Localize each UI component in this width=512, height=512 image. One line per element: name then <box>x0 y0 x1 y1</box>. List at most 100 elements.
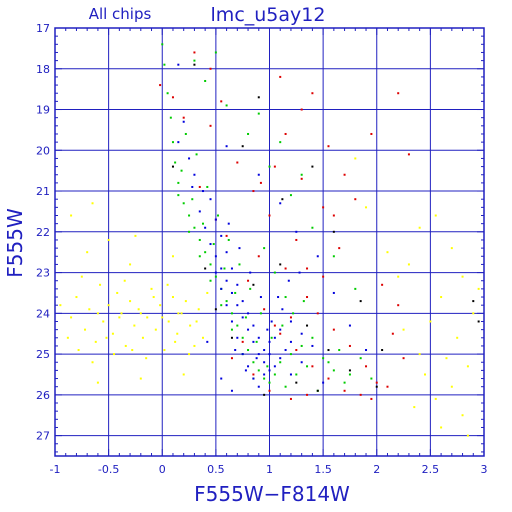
data-point <box>193 226 196 229</box>
data-point <box>266 328 269 331</box>
data-point <box>263 393 266 396</box>
data-point <box>273 324 276 327</box>
data-point <box>180 312 183 315</box>
data-point <box>365 349 368 352</box>
data-point <box>139 312 142 315</box>
data-point <box>107 238 110 241</box>
data-point <box>241 145 244 148</box>
data-point <box>247 328 250 331</box>
data-point <box>445 357 448 360</box>
data-point <box>236 283 239 286</box>
data-point <box>434 214 437 217</box>
data-point <box>279 202 282 205</box>
data-point <box>332 214 335 217</box>
data-point <box>88 308 91 311</box>
data-point <box>300 332 303 335</box>
y-tick-label: 17 <box>36 22 50 35</box>
data-point <box>91 202 94 205</box>
data-point <box>191 185 194 188</box>
data-point <box>118 316 121 319</box>
data-point <box>220 234 223 237</box>
data-point <box>204 267 207 270</box>
data-point <box>204 226 207 229</box>
y-tick-label: 26 <box>36 389 50 402</box>
data-point <box>273 336 276 339</box>
data-point <box>188 353 191 356</box>
y-tick-label: 18 <box>36 63 50 76</box>
data-point <box>249 287 252 290</box>
data-point <box>124 344 127 347</box>
data-point <box>407 153 410 156</box>
data-point <box>99 283 102 286</box>
data-point <box>225 145 228 148</box>
x-tick-label: 1 <box>266 463 273 476</box>
data-point <box>252 283 255 286</box>
data-point <box>257 369 260 372</box>
data-point <box>332 230 335 233</box>
data-point <box>236 161 239 164</box>
data-point <box>230 336 233 339</box>
data-point <box>257 336 260 339</box>
data-point <box>180 169 183 172</box>
data-point <box>300 177 303 180</box>
data-point <box>332 369 335 372</box>
data-point <box>129 263 132 266</box>
data-point <box>386 251 389 254</box>
data-point <box>209 198 212 201</box>
data-point <box>257 173 260 176</box>
data-point <box>146 316 149 319</box>
data-point <box>252 373 255 376</box>
data-point <box>193 59 196 62</box>
data-point <box>176 332 179 335</box>
axis-ticks: -1 -0.5 0 0.5 1 1.5 2 2.5 3 17 18 19 20 21 22 23 24 25 26 2… <box>36 22 488 476</box>
data-point <box>255 340 258 343</box>
data-point <box>220 304 223 307</box>
data-point <box>289 373 292 376</box>
data-point <box>188 230 191 233</box>
data-point <box>167 320 170 323</box>
data-point <box>220 100 223 103</box>
data-point <box>370 377 373 380</box>
data-point <box>197 308 200 311</box>
data-point <box>402 357 405 360</box>
data-point <box>279 332 282 335</box>
data-point <box>230 312 233 315</box>
data-point <box>327 377 330 380</box>
data-point <box>230 267 233 270</box>
data-point <box>161 316 164 319</box>
data-point <box>202 222 205 225</box>
data-point <box>279 263 282 266</box>
data-point <box>359 357 362 360</box>
data-point <box>236 304 239 307</box>
data-point <box>129 300 132 303</box>
data-point <box>223 267 226 270</box>
data-point <box>111 332 114 335</box>
data-point <box>289 320 292 323</box>
data-point <box>166 92 169 95</box>
data-point <box>131 349 134 352</box>
data-point <box>189 324 192 327</box>
data-point <box>241 353 244 356</box>
data-point <box>273 271 276 274</box>
data-point <box>295 238 298 241</box>
data-point <box>316 389 319 392</box>
data-point <box>279 75 282 78</box>
data-point <box>182 373 185 376</box>
data-point <box>268 353 271 356</box>
y-tick-label: 24 <box>36 307 50 320</box>
data-point <box>268 214 271 217</box>
data-point <box>80 275 83 278</box>
data-point <box>252 377 255 380</box>
data-point <box>338 349 341 352</box>
data-point <box>257 353 260 356</box>
data-point <box>159 84 162 87</box>
data-point <box>77 349 80 352</box>
data-point <box>332 328 335 331</box>
x-axis-label: F555W−F814W <box>194 482 350 506</box>
data-point <box>466 434 469 437</box>
data-point <box>402 328 405 331</box>
data-point <box>300 173 303 176</box>
data-point <box>206 185 209 188</box>
data-point <box>238 247 241 250</box>
data-point <box>424 373 427 376</box>
